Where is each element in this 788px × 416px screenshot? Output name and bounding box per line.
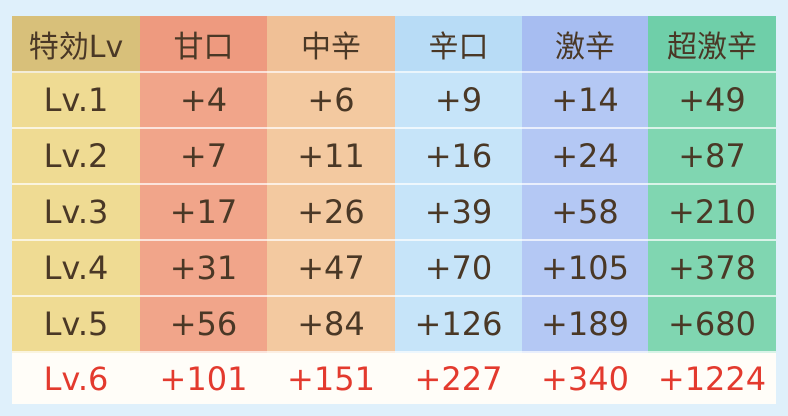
header-cell: 超激辛: [648, 16, 776, 73]
value-cell: +11: [267, 129, 395, 185]
level-cell: Lv.4: [12, 241, 140, 297]
value-cell: +17: [140, 185, 267, 241]
value-cell: +58: [522, 185, 648, 241]
value-cell: +14: [522, 73, 648, 129]
header-cell: 甘口: [140, 16, 267, 73]
value-cell: +16: [395, 129, 522, 185]
header-cell: 辛口: [395, 16, 522, 73]
value-cell: +6: [267, 73, 395, 129]
level-cell: Lv.1: [12, 73, 140, 129]
value-cell: +56: [140, 297, 267, 353]
value-cell: +1224: [648, 353, 776, 404]
value-cell: +7: [140, 129, 267, 185]
value-cell: +70: [395, 241, 522, 297]
value-cell: +210: [648, 185, 776, 241]
value-cell: +105: [522, 241, 648, 297]
value-cell: +39: [395, 185, 522, 241]
level-cell: Lv.6: [12, 353, 140, 404]
value-cell: +340: [522, 353, 648, 404]
value-cell: +24: [522, 129, 648, 185]
value-cell: +227: [395, 353, 522, 404]
value-cell: +26: [267, 185, 395, 241]
level-cell: Lv.3: [12, 185, 140, 241]
level-table: 特効Lv 甘口 中辛 辛口 激辛 超激辛 Lv.1 +4 +6 +9 +14 +49 Lv.2 +7 +11…: [12, 16, 776, 404]
value-cell: +84: [267, 297, 395, 353]
value-cell: +4: [140, 73, 267, 129]
value-cell: +49: [648, 73, 776, 129]
value-cell: +151: [267, 353, 395, 404]
header-cell: 激辛: [522, 16, 648, 73]
value-cell: +189: [522, 297, 648, 353]
value-cell: +680: [648, 297, 776, 353]
value-cell: +31: [140, 241, 267, 297]
level-cell: Lv.2: [12, 129, 140, 185]
value-cell: +47: [267, 241, 395, 297]
value-cell: +101: [140, 353, 267, 404]
level-cell: Lv.5: [12, 297, 140, 353]
value-cell: +126: [395, 297, 522, 353]
header-cell: 中辛: [267, 16, 395, 73]
value-cell: +378: [648, 241, 776, 297]
value-cell: +9: [395, 73, 522, 129]
header-cell: 特効Lv: [12, 16, 140, 73]
value-cell: +87: [648, 129, 776, 185]
